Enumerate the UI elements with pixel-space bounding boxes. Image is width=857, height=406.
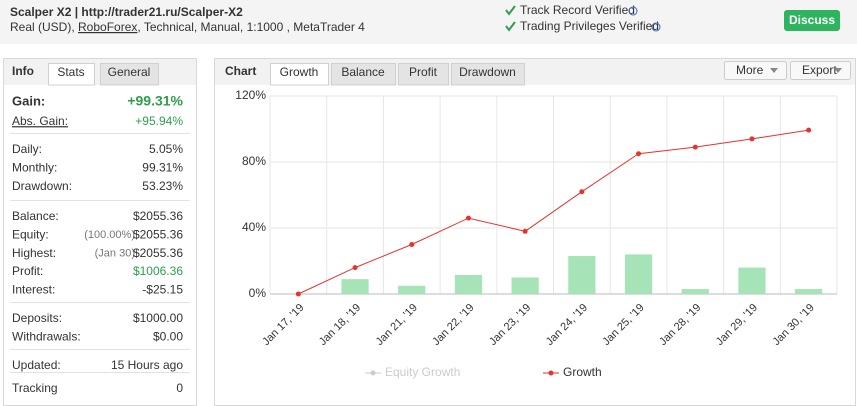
stat-value: $2055.36	[133, 209, 183, 223]
info-panel	[3, 58, 197, 406]
chart-panel	[214, 58, 856, 406]
dropdown-arrow	[834, 68, 842, 73]
stat-label: Gain:	[12, 93, 45, 108]
stat-value: $2055.36	[133, 246, 183, 260]
stat-label: Withdrawals:	[12, 329, 81, 343]
stat-label: Highest:	[12, 246, 56, 260]
stat-label: Tracking	[12, 381, 58, 395]
stat-label: Drawdown:	[12, 179, 72, 193]
bar	[738, 267, 766, 294]
tab-label[interactable]: Stats	[57, 65, 84, 79]
bar	[568, 256, 596, 294]
bar	[681, 289, 709, 294]
point	[352, 265, 358, 271]
subtitle: Real (USD), RoboForex, Technical, Manual…	[10, 20, 365, 34]
stat-value: -$25.15	[142, 282, 183, 296]
stat-value: $2055.36	[133, 227, 183, 241]
stat-label: Monthly:	[12, 160, 57, 174]
legend-dot[interactable]	[370, 370, 376, 376]
point	[692, 144, 698, 150]
point	[636, 151, 642, 157]
stat-value: 53.23%	[142, 179, 183, 193]
bar	[454, 275, 483, 294]
check-icon	[505, 21, 516, 32]
subtitle-part: , Technical, Manual, 1:1000 , MetaTrader…	[137, 20, 365, 34]
bar	[398, 285, 426, 294]
stat-label: Interest:	[12, 282, 55, 296]
stat-value: $0.00	[153, 329, 183, 343]
dropdown-button[interactable]	[724, 61, 787, 80]
verified-label: Trading Privileges Verified	[520, 19, 659, 33]
stat-note: (Jan 30)	[95, 248, 135, 260]
broker-link[interactable]: RoboForex	[78, 20, 137, 34]
growth-line	[298, 129, 809, 295]
verified-label: Track Record Verified	[520, 3, 635, 17]
legend-label[interactable]: Growth	[563, 365, 602, 379]
point	[749, 136, 755, 142]
stat-label: Equity:	[12, 227, 49, 241]
dropdown-label[interactable]: More	[736, 63, 764, 77]
stat-label: Balance:	[12, 209, 59, 223]
tab[interactable]	[331, 63, 396, 86]
stat-value: $1000.00	[133, 311, 183, 325]
y-tick-label: 120%	[235, 88, 266, 102]
stat-label: Profit:	[12, 264, 43, 278]
help-icon[interactable]	[651, 22, 661, 32]
dropdown-label[interactable]: Export	[802, 63, 837, 77]
page-title: Scalper X2 | http://trader21.ru/Scalper-…	[10, 5, 243, 19]
point	[409, 242, 415, 247]
point	[579, 189, 585, 195]
legend-dot[interactable]	[548, 370, 554, 376]
stat-value: 5.05%	[149, 142, 183, 156]
header-bg	[0, 0, 857, 44]
bar	[511, 277, 539, 294]
discuss-button[interactable]	[784, 10, 840, 31]
y-tick-label: 40%	[242, 220, 266, 234]
stat-label: Daily:	[12, 142, 42, 156]
tab[interactable]	[398, 63, 449, 86]
stat-value: +95.94%	[135, 114, 183, 128]
bar	[624, 254, 653, 294]
tab[interactable]	[270, 63, 329, 86]
subtitle-part: Real (USD),	[10, 20, 78, 34]
check-icon	[505, 5, 516, 16]
point	[295, 291, 301, 297]
y-tick-label: 0%	[249, 286, 267, 300]
tab[interactable]	[48, 63, 95, 86]
stat-value: $1006.36	[133, 264, 183, 278]
dropdown-arrow	[770, 68, 778, 73]
stat-value: 15 Hours ago	[111, 358, 183, 372]
dropdown-button[interactable]	[790, 61, 851, 80]
point	[465, 215, 471, 221]
tab-label[interactable]: Drawdown	[459, 65, 516, 79]
tab-label[interactable]: General	[108, 65, 151, 79]
tab[interactable]	[100, 63, 159, 86]
stat-value: 99.31%	[142, 160, 183, 174]
discuss-label[interactable]: Discuss	[789, 13, 835, 27]
stat-note: (100.00%)	[84, 229, 135, 241]
chart-label: Chart	[225, 64, 256, 78]
tab-label[interactable]: Balance	[341, 65, 385, 79]
bar	[795, 289, 823, 294]
stat-label: Abs. Gain:	[12, 114, 68, 128]
info-label: Info	[12, 64, 34, 78]
stat-label: Deposits:	[12, 311, 62, 325]
tab-label[interactable]: Profit	[409, 65, 438, 79]
help-icon[interactable]	[628, 6, 638, 16]
tab[interactable]	[451, 63, 525, 86]
point	[522, 228, 528, 234]
y-tick-label: 80%	[242, 154, 266, 168]
point	[806, 127, 812, 133]
bar	[341, 279, 369, 294]
tab-label[interactable]: Growth	[280, 65, 319, 79]
stat-label: Updated:	[12, 358, 61, 372]
legend-label[interactable]: Equity Growth	[385, 365, 460, 379]
stat-value: 0	[176, 381, 183, 395]
stat-value: +99.31%	[127, 93, 183, 109]
